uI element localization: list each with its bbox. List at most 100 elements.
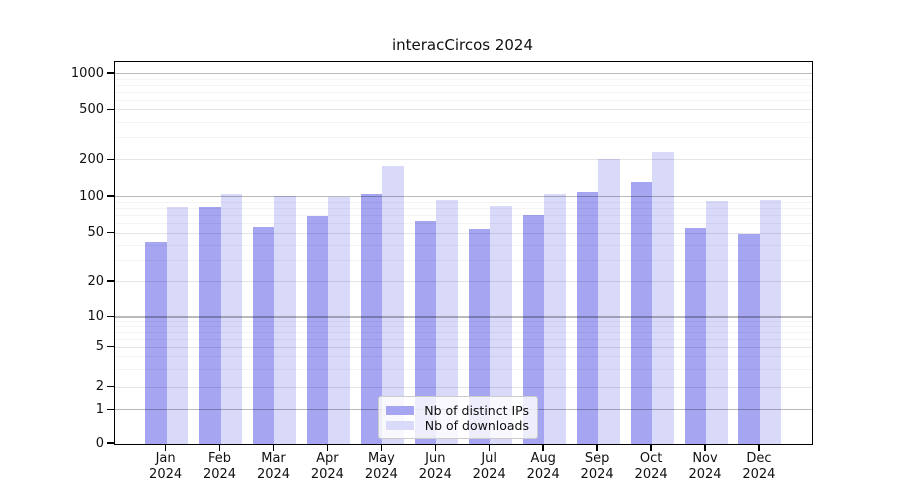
x-tick-mark: [704, 444, 706, 451]
gridline-2: [115, 386, 812, 388]
y-tick-label: 500: [79, 101, 104, 117]
y-tick-mark: [107, 315, 114, 318]
bar-distinct-ips: [684, 227, 706, 444]
bar-distinct-ips: [630, 181, 653, 444]
gridline-100: [115, 195, 812, 197]
x-tick-mark: [758, 444, 760, 451]
gridline-minor: [115, 369, 812, 370]
legend-entry-distinct-ips: Nb of distinct IPs: [386, 402, 529, 418]
x-tick-label: Dec 2024: [742, 451, 776, 482]
bar-distinct-ips: [145, 241, 167, 444]
x-tick-mark: [488, 444, 490, 451]
gridline-1000: [115, 72, 812, 74]
gridline-minor: [115, 99, 812, 101]
x-tick-label: Jan 2024: [149, 451, 183, 482]
bar-downloads: [490, 206, 512, 444]
bar-downloads: [436, 200, 458, 444]
bar-downloads: [220, 193, 243, 444]
y-tick-label: 2: [95, 379, 104, 395]
x-tick-label: Nov 2024: [688, 451, 722, 482]
gridline-minor: [115, 326, 812, 328]
gridline-minor: [115, 78, 812, 80]
plot-area: [114, 61, 813, 445]
bar-downloads: [759, 200, 782, 444]
gridline-minor: [115, 259, 812, 261]
bar-distinct-ips: [576, 192, 599, 444]
y-tick-mark: [107, 345, 114, 348]
bar-distinct-ips: [252, 226, 275, 444]
y-tick-label: 1000: [70, 65, 104, 81]
y-tick-mark: [107, 231, 114, 234]
gridline-minor: [115, 332, 812, 334]
gridline-5: [115, 346, 812, 348]
x-tick-mark: [326, 444, 329, 451]
bar-downloads: [706, 201, 728, 444]
bar-distinct-ips: [199, 206, 221, 444]
y-tick-mark: [107, 385, 114, 388]
x-tick-label: Mar 2024: [256, 451, 291, 482]
y-tick-mark: [107, 108, 114, 111]
bar-downloads: [652, 151, 674, 444]
x-tick-label: Apr 2024: [310, 451, 344, 482]
x-tick-mark: [380, 444, 383, 451]
bar-distinct-ips: [360, 193, 383, 444]
gridline-minor: [115, 356, 812, 358]
y-tick-mark: [107, 408, 114, 411]
bar-downloads: [382, 165, 404, 444]
y-tick-mark: [107, 280, 114, 282]
y-tick-label: 100: [79, 188, 104, 204]
gridline-minor: [115, 137, 812, 139]
bar-distinct-ips: [738, 233, 760, 444]
gridline-20: [115, 281, 812, 282]
gridline-200: [115, 159, 812, 161]
gridline-minor: [115, 321, 812, 323]
bar-distinct-ips: [306, 215, 329, 444]
x-tick-mark: [218, 444, 221, 451]
legend-entry-downloads: Nb of downloads: [386, 417, 529, 433]
bar-distinct-ips: [468, 228, 491, 444]
x-tick-mark: [542, 444, 544, 451]
x-tick-mark: [650, 444, 652, 451]
x-tick-label: Sep 2024: [580, 451, 614, 482]
x-tick-label: Jul 2024: [472, 451, 506, 482]
bar-distinct-ips: [522, 215, 545, 444]
y-tick-label: 5: [95, 339, 104, 355]
bar-distinct-ips: [414, 220, 437, 444]
gridline-minor: [115, 207, 812, 209]
bar-downloads: [598, 158, 620, 444]
x-tick-mark: [272, 444, 275, 451]
y-tick-label: 50: [87, 225, 104, 241]
gridline-minor: [115, 214, 812, 216]
y-tick-label: 20: [87, 273, 104, 289]
gridline-minor: [115, 338, 812, 340]
x-tick-label: May 2024: [364, 451, 398, 482]
legend-label-distinct-ips: Nb of distinct IPs: [424, 402, 529, 418]
chart-title: interacCircos 2024: [391, 36, 534, 54]
gridline-minor: [115, 201, 812, 203]
y-tick-label: 1: [95, 401, 104, 417]
gridline-minor: [115, 84, 812, 86]
x-tick-label: Feb 2024: [202, 451, 237, 482]
x-tick-label: Oct 2024: [634, 451, 668, 482]
gridline-10: [115, 316, 812, 318]
bar-downloads: [328, 196, 350, 444]
y-tick-label: 0: [95, 435, 104, 451]
legend-swatch-downloads: [386, 420, 414, 430]
gridline-minor: [115, 223, 812, 224]
gridline-minor: [115, 91, 812, 93]
x-tick-mark: [596, 444, 598, 451]
gridline-50: [115, 232, 812, 234]
x-tick-label: Aug 2024: [526, 451, 560, 482]
gridline-500: [115, 109, 812, 111]
legend-label-downloads: Nb of downloads: [424, 417, 529, 433]
y-tick-label: 200: [79, 151, 104, 167]
legend-swatch-distinct-ips: [386, 405, 414, 415]
legend: Nb of distinct IPs Nb of downloads: [378, 396, 538, 439]
y-tick-mark: [107, 442, 114, 444]
y-tick-mark: [107, 72, 114, 74]
y-tick-mark: [107, 158, 114, 161]
bar-downloads: [274, 196, 296, 444]
x-tick-mark: [164, 444, 167, 451]
x-tick-mark: [434, 444, 436, 451]
